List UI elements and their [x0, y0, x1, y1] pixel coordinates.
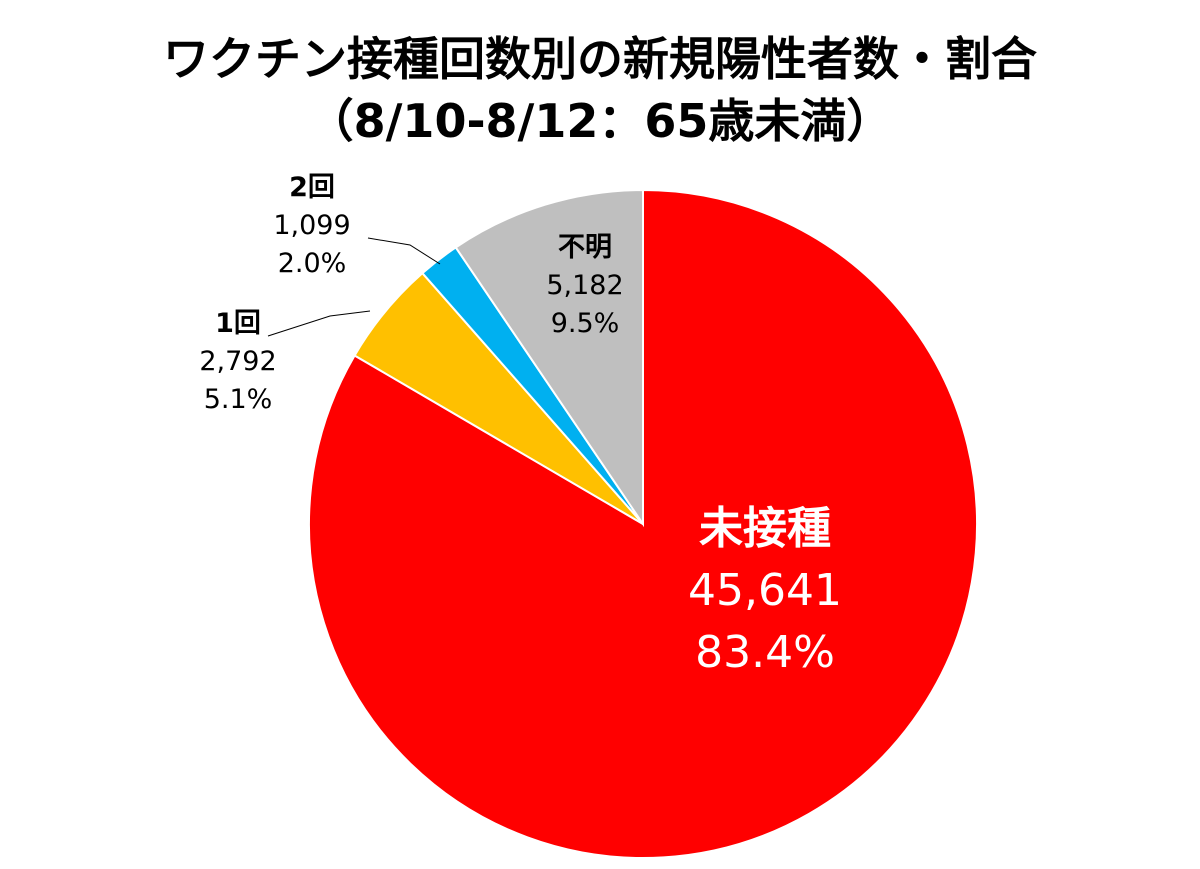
data-label-unvaccinated-percent: 83.4%	[695, 627, 835, 678]
data-label-unknown-percent: 9.5%	[551, 308, 620, 339]
data-label-one-dose-percent: 5.1%	[204, 384, 273, 415]
chart-subtitle: （8/10-8/12：65歳未満）	[307, 94, 893, 148]
data-label-two-doses-percent: 2.0%	[278, 248, 347, 279]
leader-line-one-dose	[267, 310, 371, 337]
data-label-two-doses-value: 1,099	[273, 210, 350, 241]
chart-title: ワクチン接種回数別の新規陽性者数・割合	[163, 32, 1037, 86]
pie-slice-unknown	[454, 188, 644, 528]
data-label-one-dose-label: 1回	[215, 308, 261, 339]
data-label-unknown-label: 不明	[558, 232, 612, 263]
data-label-unvaccinated-value: 45,641	[688, 565, 842, 616]
data-label-one-dose-value: 2,792	[199, 346, 276, 377]
data-label-two-doses-label: 2回	[289, 172, 335, 203]
leader-line-two-doses	[367, 237, 441, 265]
data-label-unknown-value: 5,182	[546, 270, 623, 301]
data-label-unvaccinated-label: 未接種	[699, 503, 831, 554]
